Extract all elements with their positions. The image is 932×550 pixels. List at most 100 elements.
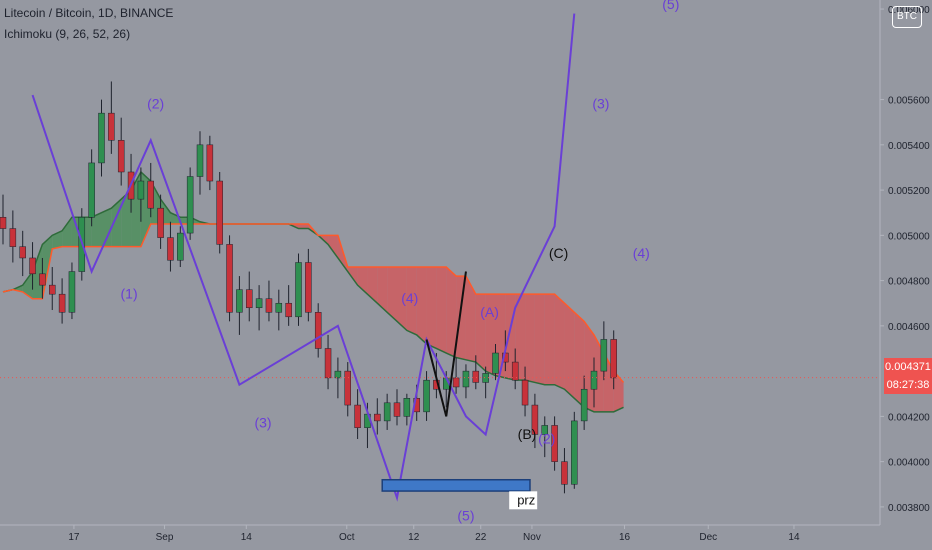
candle-body[interactable] bbox=[314, 312, 322, 349]
candle-body[interactable] bbox=[98, 112, 105, 164]
candle-body[interactable] bbox=[561, 461, 568, 485]
symbol-badge[interactable]: BTC bbox=[892, 6, 922, 28]
cloud-span-a bbox=[2, 170, 624, 413]
price-tick-label: 0.006000 bbox=[888, 5, 930, 16]
candle-body[interactable] bbox=[255, 298, 263, 309]
candle-body[interactable] bbox=[246, 289, 253, 309]
candle-body[interactable] bbox=[521, 379, 529, 406]
candle-body[interactable] bbox=[186, 176, 194, 234]
indicator-label[interactable]: Ichimoku (9, 26, 52, 26) bbox=[4, 27, 131, 41]
candle-body[interactable] bbox=[39, 273, 46, 286]
cloud-segment bbox=[544, 294, 555, 385]
candle-body[interactable] bbox=[590, 370, 598, 390]
time-tick-label: Nov bbox=[523, 532, 541, 543]
candle-body[interactable] bbox=[580, 388, 588, 422]
candle-body[interactable] bbox=[196, 144, 204, 177]
candle-body[interactable] bbox=[157, 207, 164, 238]
wave-label-4: (4) bbox=[401, 290, 418, 306]
time-tick-label: 22 bbox=[475, 532, 487, 543]
candle-body[interactable] bbox=[374, 413, 381, 422]
cloud-segment bbox=[564, 303, 575, 399]
wave-label-4b: (4) bbox=[633, 245, 650, 261]
cloud-segment bbox=[475, 294, 486, 372]
candle-body[interactable] bbox=[423, 379, 430, 413]
cloud-segment bbox=[416, 267, 427, 344]
candle-body[interactable] bbox=[452, 377, 460, 388]
candle-body[interactable] bbox=[354, 404, 361, 428]
abc-correction-path[interactable] bbox=[425, 271, 467, 417]
time-tick-label: 17 bbox=[68, 532, 80, 543]
candle-body[interactable] bbox=[265, 298, 273, 313]
wave-label-5: (5) bbox=[457, 507, 474, 523]
prz-label: prz bbox=[517, 493, 535, 508]
candle-body[interactable] bbox=[147, 180, 154, 209]
candle-body[interactable] bbox=[177, 232, 184, 261]
candle-body[interactable] bbox=[482, 373, 489, 383]
candle-body[interactable] bbox=[117, 140, 125, 173]
candle-body[interactable] bbox=[236, 289, 243, 313]
candle-body[interactable] bbox=[511, 361, 519, 381]
candle-body[interactable] bbox=[285, 302, 292, 318]
candle-body[interactable] bbox=[88, 162, 95, 218]
price-tick-label: 0.005400 bbox=[888, 141, 930, 152]
prz-zone[interactable] bbox=[381, 478, 531, 492]
cloud-segment bbox=[534, 294, 545, 385]
candle-body[interactable] bbox=[541, 425, 548, 435]
cloud-segment bbox=[367, 267, 378, 304]
elliott-wave-path[interactable] bbox=[31, 13, 576, 502]
candle-body[interactable] bbox=[551, 425, 558, 462]
candle-body[interactable] bbox=[600, 339, 608, 372]
cloud-segment bbox=[101, 208, 112, 247]
candle-body[interactable] bbox=[216, 180, 223, 245]
price-tick-label: 0.005200 bbox=[888, 186, 930, 197]
cloud-segment bbox=[574, 312, 585, 408]
candle-body[interactable] bbox=[403, 398, 411, 417]
candle-body[interactable] bbox=[295, 262, 302, 318]
candle-body[interactable] bbox=[9, 228, 17, 247]
candle-body[interactable] bbox=[58, 293, 66, 313]
cloud-segment bbox=[554, 294, 565, 390]
candle-body[interactable] bbox=[324, 348, 332, 379]
candle-body[interactable] bbox=[305, 262, 312, 313]
candle-body[interactable] bbox=[393, 402, 401, 417]
candle-body[interactable] bbox=[137, 180, 145, 200]
cloud-segment bbox=[426, 267, 437, 349]
cloud-segment bbox=[328, 235, 338, 258]
price-tick-label: 0.004200 bbox=[888, 412, 930, 423]
candle-body[interactable] bbox=[226, 244, 233, 313]
cloud-segment bbox=[613, 371, 624, 412]
candle-body[interactable] bbox=[462, 370, 470, 388]
cloud-segment bbox=[446, 267, 457, 358]
candle-body[interactable] bbox=[29, 257, 36, 275]
cloud-segment bbox=[121, 190, 132, 247]
cloud-segment bbox=[436, 267, 447, 354]
cloud-segment bbox=[298, 224, 309, 229]
candle-body[interactable] bbox=[344, 370, 351, 406]
wave-label-1: (1) bbox=[121, 286, 138, 302]
candle-body[interactable] bbox=[49, 284, 56, 295]
time-tick-label: 16 bbox=[619, 532, 631, 543]
candle-body[interactable] bbox=[531, 404, 539, 435]
candle-body[interactable] bbox=[19, 246, 26, 259]
candle-body[interactable] bbox=[206, 144, 214, 182]
candle-body[interactable] bbox=[610, 339, 617, 379]
candle-body[interactable] bbox=[383, 402, 391, 422]
candle-body[interactable] bbox=[167, 237, 174, 261]
cloud-segment bbox=[62, 217, 72, 247]
candle-body[interactable] bbox=[68, 271, 76, 313]
cloud-span-b bbox=[2, 223, 625, 383]
candle-body[interactable] bbox=[492, 352, 499, 374]
time-tick-label: 14 bbox=[788, 532, 800, 543]
time-tick-label: Oct bbox=[339, 532, 355, 543]
cloud-segment bbox=[91, 212, 102, 247]
price-tick-label: 0.004000 bbox=[888, 458, 930, 469]
cloud-segment bbox=[22, 271, 33, 299]
candle-body[interactable] bbox=[0, 216, 7, 229]
candle-body[interactable] bbox=[571, 420, 578, 485]
candle-body[interactable] bbox=[275, 302, 283, 313]
candle-body[interactable] bbox=[108, 112, 115, 141]
cloud-segment bbox=[397, 267, 407, 331]
candle-body[interactable] bbox=[334, 370, 342, 379]
candle-body[interactable] bbox=[472, 370, 480, 383]
